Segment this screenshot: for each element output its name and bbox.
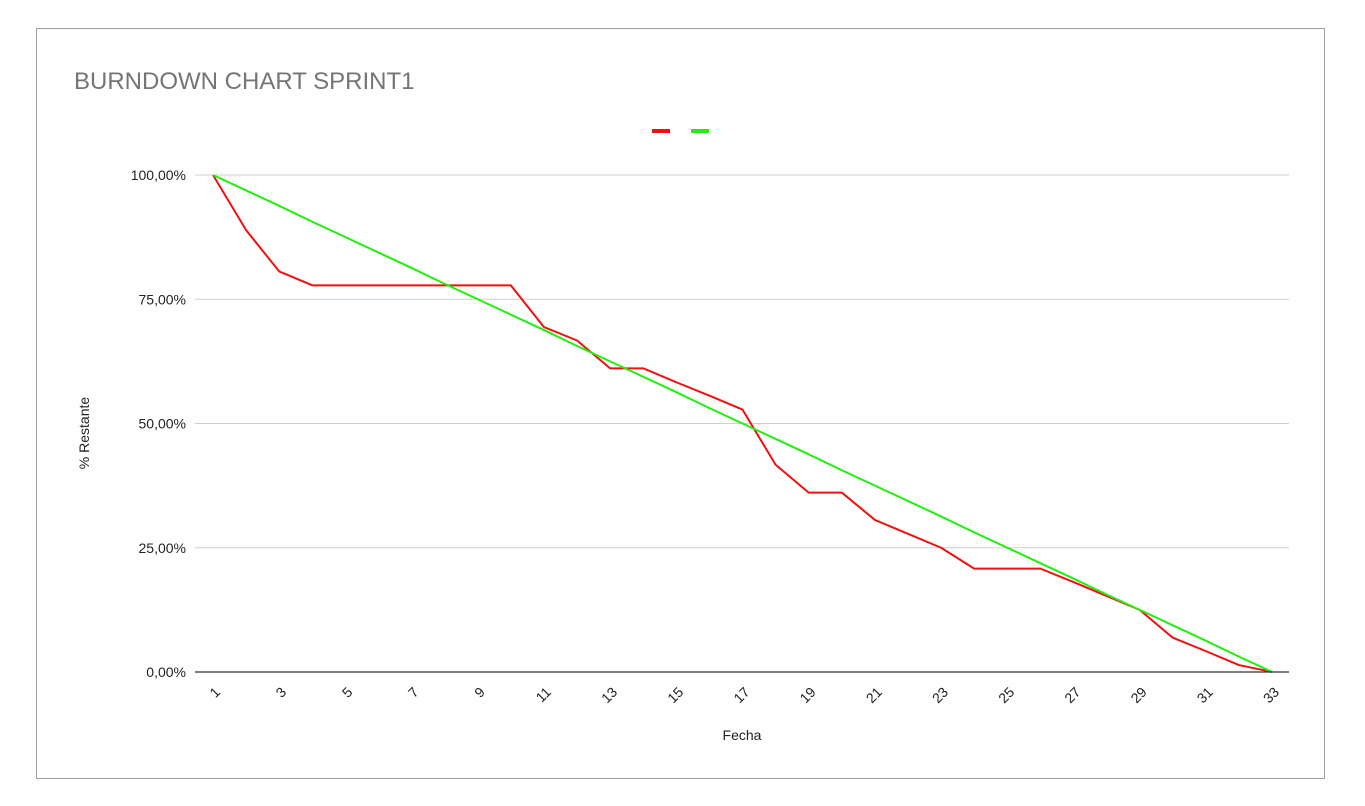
data-point-series-1 bbox=[642, 367, 644, 369]
y-tick-label: 50,00% bbox=[139, 416, 186, 432]
chart-title: BURNDOWN CHART SPRINT1 bbox=[74, 68, 415, 95]
data-point-series-2 bbox=[1039, 562, 1041, 564]
data-point-series-1 bbox=[874, 519, 876, 521]
data-point-series-2 bbox=[609, 360, 611, 362]
data-point-series-1 bbox=[1205, 650, 1207, 652]
x-tick-label: 5 bbox=[339, 684, 356, 701]
gridlines bbox=[195, 174, 1289, 549]
legend bbox=[652, 129, 709, 133]
data-point-series-1 bbox=[973, 568, 975, 570]
x-tick-label: 9 bbox=[471, 684, 488, 701]
series-line-2 bbox=[212, 174, 1273, 673]
data-point-series-1 bbox=[1238, 664, 1240, 666]
data-point-series-2 bbox=[775, 438, 777, 440]
x-tick-label: 17 bbox=[730, 684, 752, 706]
legend-swatch-series-1 bbox=[652, 129, 670, 133]
data-point-series-2 bbox=[708, 407, 710, 409]
data-point-series-1 bbox=[411, 284, 413, 286]
data-point-series-1 bbox=[1039, 568, 1041, 570]
data-point-series-2 bbox=[742, 423, 744, 425]
x-tick-label: 7 bbox=[405, 684, 422, 701]
data-point-series-1 bbox=[245, 229, 247, 231]
chart-frame bbox=[36, 28, 1325, 779]
data-point-series-2 bbox=[1238, 656, 1240, 658]
data-point-series-2 bbox=[808, 453, 810, 455]
x-tick-label: 33 bbox=[1260, 684, 1282, 706]
y-tick-label: 0,00% bbox=[146, 664, 186, 680]
y-axis-label: % Restante bbox=[76, 397, 92, 470]
x-tick-label: 11 bbox=[532, 684, 554, 706]
data-point-series-2 bbox=[973, 531, 975, 533]
data-point-series-1 bbox=[377, 284, 379, 286]
data-point-series-1 bbox=[609, 367, 611, 369]
x-tick-label: 21 bbox=[863, 684, 885, 706]
x-tick-label: 3 bbox=[272, 684, 289, 701]
data-point-series-2 bbox=[212, 174, 214, 176]
legend-swatch-series-2 bbox=[691, 129, 709, 133]
x-tick-label: 13 bbox=[598, 684, 620, 706]
data-point-series-2 bbox=[1172, 624, 1174, 626]
data-point-series-1 bbox=[940, 547, 942, 549]
y-tick-label: 100,00% bbox=[131, 167, 186, 183]
data-point-series-1 bbox=[907, 533, 909, 535]
data-point-series-2 bbox=[245, 189, 247, 191]
data-point-series-2 bbox=[311, 221, 313, 223]
x-tick-label: 19 bbox=[796, 684, 818, 706]
x-tick-label: 27 bbox=[1061, 684, 1083, 706]
data-point-series-1 bbox=[1172, 637, 1174, 639]
data-point-series-2 bbox=[444, 283, 446, 285]
data-point-series-2 bbox=[642, 376, 644, 378]
series-lines bbox=[212, 174, 1273, 673]
x-tick-label: 1 bbox=[206, 684, 223, 701]
data-point-series-1 bbox=[576, 340, 578, 342]
x-tick-label: 31 bbox=[1194, 684, 1216, 706]
series-line-1 bbox=[212, 174, 1273, 673]
data-point-series-2 bbox=[377, 252, 379, 254]
x-tick-label: 25 bbox=[995, 684, 1017, 706]
y-tick-label: 75,00% bbox=[139, 291, 186, 307]
data-point-series-1 bbox=[808, 492, 810, 494]
x-axis-label: Fecha bbox=[723, 727, 762, 743]
x-tick-label: 15 bbox=[664, 684, 686, 706]
data-point-series-2 bbox=[1006, 547, 1008, 549]
data-point-series-2 bbox=[841, 469, 843, 471]
data-point-series-2 bbox=[1072, 578, 1074, 580]
data-point-series-2 bbox=[1106, 593, 1108, 595]
data-point-series-2 bbox=[1139, 609, 1141, 611]
data-point-series-1 bbox=[344, 284, 346, 286]
data-point-series-2 bbox=[543, 329, 545, 331]
data-point-series-2 bbox=[510, 314, 512, 316]
data-point-series-1 bbox=[1006, 568, 1008, 570]
data-point-series-1 bbox=[1072, 581, 1074, 583]
data-point-series-2 bbox=[1205, 640, 1207, 642]
data-point-series-2 bbox=[477, 298, 479, 300]
data-point-series-2 bbox=[344, 236, 346, 238]
data-point-series-2 bbox=[940, 515, 942, 517]
data-point-series-2 bbox=[907, 500, 909, 502]
data-point-series-1 bbox=[278, 270, 280, 272]
data-point-series-1 bbox=[708, 395, 710, 397]
data-point-series-1 bbox=[477, 284, 479, 286]
data-point-series-1 bbox=[775, 464, 777, 466]
y-tick-label: 25,00% bbox=[139, 540, 186, 556]
data-point-series-1 bbox=[510, 284, 512, 286]
axes: 0,00%25,00%50,00%75,00%100,00%1 3 5 7 9 11 13 1… bbox=[131, 167, 1289, 706]
data-point-series-1 bbox=[841, 492, 843, 494]
data-point-series-1 bbox=[675, 381, 677, 383]
data-point-series-1 bbox=[311, 284, 313, 286]
x-tick-label: 29 bbox=[1127, 684, 1149, 706]
data-point-series-1 bbox=[742, 409, 744, 411]
data-point-series-1 bbox=[543, 326, 545, 328]
data-point-series-2 bbox=[874, 485, 876, 487]
data-point-series-2 bbox=[675, 391, 677, 393]
data-point-series-2 bbox=[576, 345, 578, 347]
x-tick-label: 23 bbox=[929, 684, 951, 706]
data-point-series-2 bbox=[411, 267, 413, 269]
data-point-series-2 bbox=[278, 205, 280, 207]
